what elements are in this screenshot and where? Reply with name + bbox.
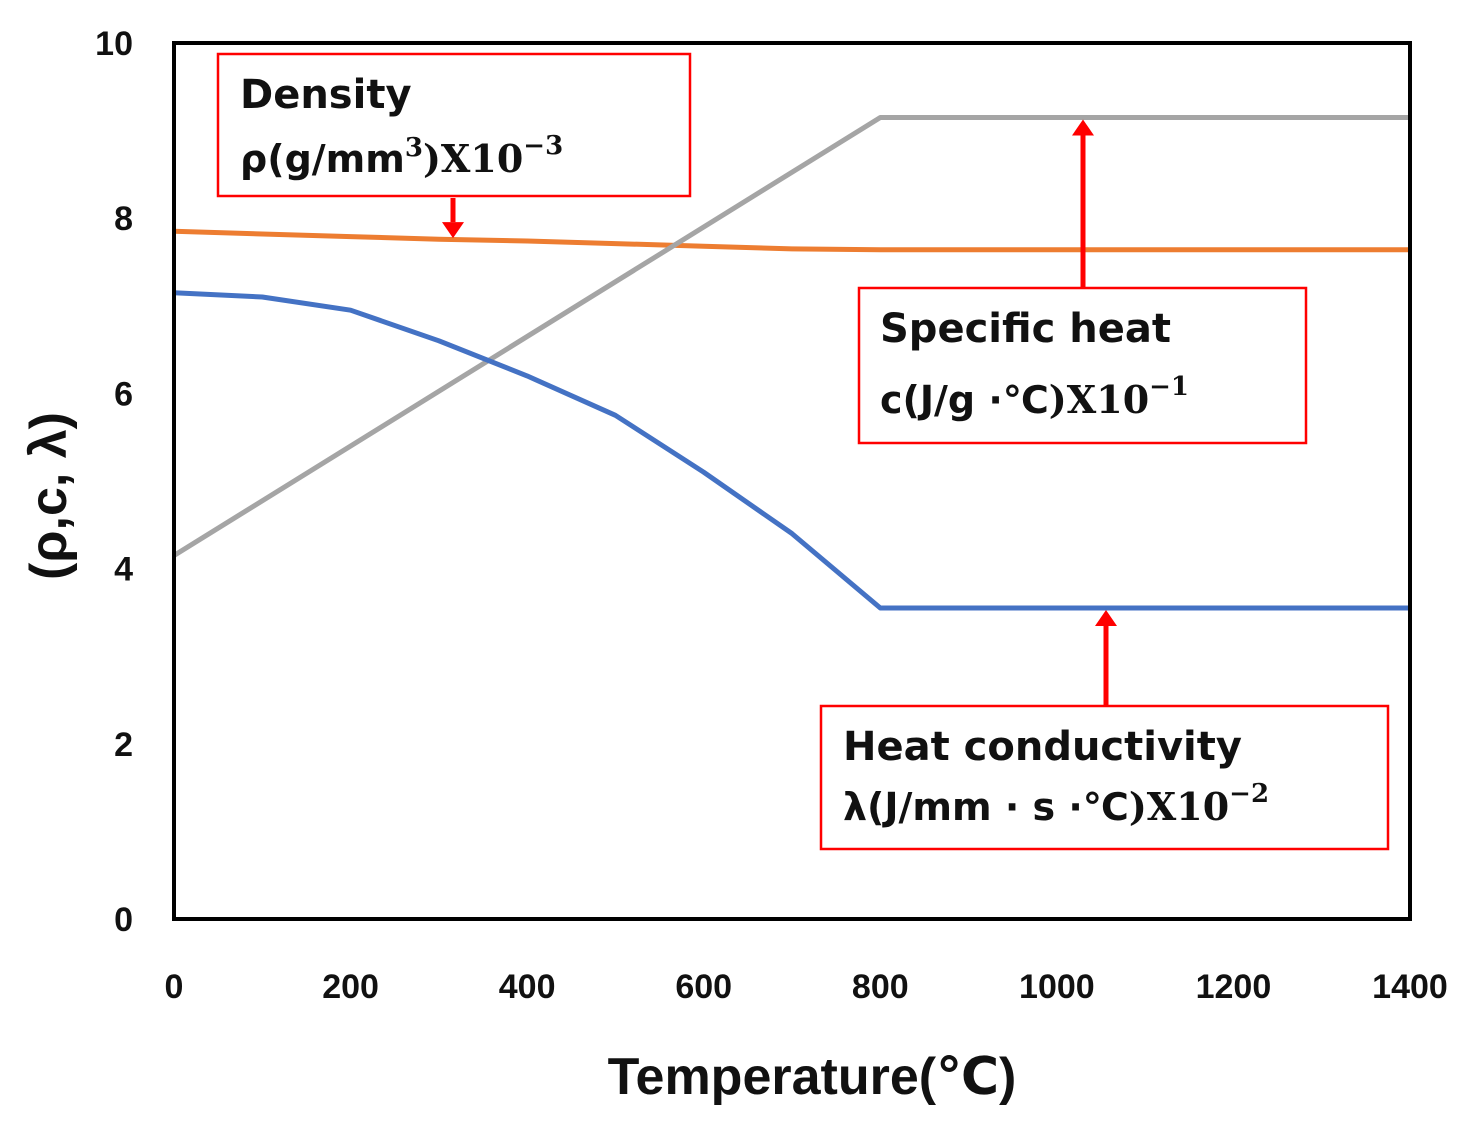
- annotation-unit-tail: )Ⅹ10: [1129, 784, 1229, 829]
- annotation-unit-sup: 3: [405, 133, 423, 163]
- annotation-exponent: −1: [1149, 372, 1189, 402]
- y-tick-label: 0: [114, 901, 133, 939]
- y-tick-label: 4: [114, 551, 133, 589]
- series-line-density: [173, 228, 1410, 253]
- y-axis-title: (ρ,c, λ): [20, 412, 78, 580]
- series-line-specific-heat: [172, 115, 1410, 558]
- x-tick-label: 1000: [1019, 968, 1095, 1006]
- annotation-box-heat-conductivity: [819, 704, 1390, 851]
- annotation-unit-text: c(J/g ·℃: [880, 378, 1049, 422]
- annotation-unit-tail: )Ⅹ10: [1049, 377, 1149, 422]
- x-tick-label: 800: [852, 968, 909, 1006]
- annotation-unit-text: ρ(g/mm: [240, 137, 405, 181]
- annotation-unit-heat-conductivity: λ(J/mm · s ·℃)Ⅹ10−2: [843, 779, 1269, 829]
- x-tick-label: 200: [322, 968, 379, 1006]
- annotation-arrow-head-density: [442, 222, 464, 239]
- annotation-exponent: −3: [523, 131, 563, 161]
- annotation-title-specific-heat: Specific heat: [880, 306, 1171, 352]
- y-tick-label: 6: [114, 375, 133, 413]
- annotation-unit-density: ρ(g/mm3)Ⅹ10−3: [240, 131, 563, 181]
- y-tick-label: 10: [95, 25, 133, 63]
- x-tick-label: 600: [675, 968, 732, 1006]
- y-tick-label: 2: [114, 726, 133, 764]
- annotation-arrow-head-heat-conductivity: [1095, 610, 1117, 627]
- series-line-heat-conductivity: [173, 290, 1410, 611]
- x-tick-label: 1400: [1372, 968, 1448, 1006]
- y-tick-label: 8: [114, 200, 133, 238]
- annotation-unit-text: λ(J/mm · s ·℃: [843, 785, 1129, 829]
- annotation-arrow-head-specific-heat: [1072, 119, 1094, 136]
- annotation-exponent: −2: [1229, 779, 1269, 809]
- x-tick-label: 0: [165, 968, 184, 1006]
- x-tick-label: 400: [499, 968, 556, 1006]
- x-axis-title: Temperature(℃): [608, 1048, 1017, 1106]
- annotation-title-density: Density: [240, 72, 412, 118]
- annotation-title-heat-conductivity: Heat conductivity: [843, 724, 1242, 770]
- plot-frame: [172, 41, 1412, 921]
- annotation-box-density: [216, 52, 692, 198]
- annotation-unit-tail: )Ⅹ10: [423, 136, 523, 181]
- annotation-unit-specific-heat: c(J/g ·℃)Ⅹ10−1: [880, 372, 1189, 422]
- x-tick-label: 1200: [1196, 968, 1272, 1006]
